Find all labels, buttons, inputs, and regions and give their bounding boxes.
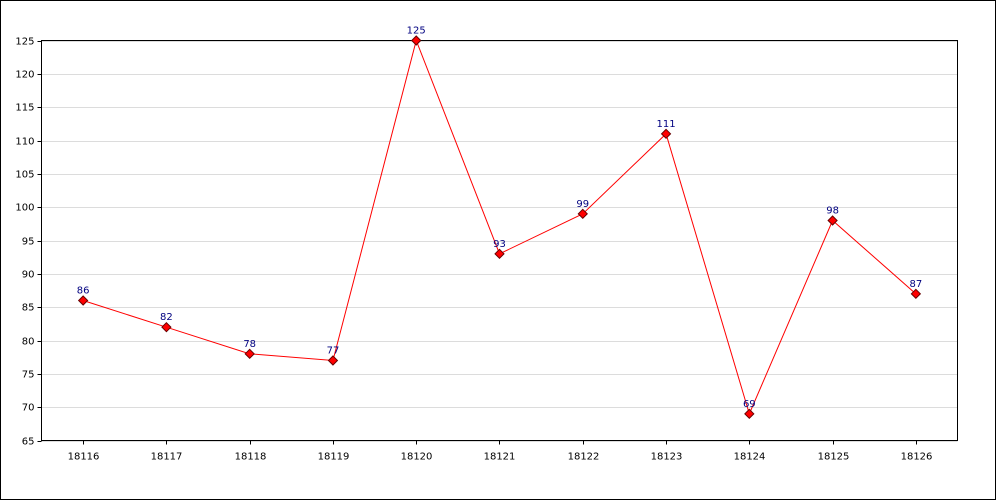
value-label: 87 <box>909 279 922 290</box>
x-tick-label: 18118 <box>235 452 267 463</box>
value-label: 111 <box>656 119 675 130</box>
value-label: 82 <box>160 312 173 323</box>
marker <box>411 35 422 46</box>
y-tick-label: 105 <box>15 170 34 181</box>
y-tick-label: 80 <box>22 337 35 348</box>
y-tick-label: 100 <box>15 203 34 214</box>
x-tick-label: 18121 <box>484 452 516 463</box>
x-tick-label: 18122 <box>568 452 600 463</box>
value-label: 125 <box>407 26 426 37</box>
marker <box>660 128 672 140</box>
marker <box>77 295 89 306</box>
marker <box>827 215 838 226</box>
value-label: 98 <box>826 206 839 217</box>
value-label: 69 <box>743 399 756 410</box>
marker <box>244 348 255 360</box>
x-tick-label: 18125 <box>818 452 850 463</box>
marker <box>910 288 922 300</box>
y-tick-label: 120 <box>15 70 34 81</box>
y-tick-label: 70 <box>22 403 35 414</box>
marker <box>744 408 755 420</box>
marker <box>577 208 588 220</box>
x-tick-label: 18120 <box>401 452 433 463</box>
x-tick-label: 18117 <box>151 452 183 463</box>
x-tick-label: 18119 <box>318 452 350 463</box>
value-label: 93 <box>493 239 506 250</box>
y-tick-label: 95 <box>22 237 35 248</box>
x-tick-label: 18126 <box>901 452 933 463</box>
y-tick-label: 65 <box>22 437 35 448</box>
value-label: 99 <box>576 199 589 210</box>
value-label: 77 <box>327 346 340 357</box>
x-tick-label: 18116 <box>68 452 100 463</box>
y-tick-label: 115 <box>15 103 34 114</box>
value-label: 78 <box>243 339 256 350</box>
x-tick-label: 18124 <box>734 452 766 463</box>
x-tick-label: 18123 <box>651 452 683 463</box>
y-tick-label: 90 <box>22 270 35 281</box>
value-label: 86 <box>77 286 90 297</box>
marker <box>327 355 339 366</box>
y-tick-label: 85 <box>22 303 35 314</box>
marker <box>161 321 172 333</box>
y-tick-label: 75 <box>22 370 35 381</box>
y-tick-label: 110 <box>15 137 34 148</box>
grid <box>41 41 958 442</box>
y-tick-label: 125 <box>15 37 34 48</box>
marker <box>494 248 505 260</box>
